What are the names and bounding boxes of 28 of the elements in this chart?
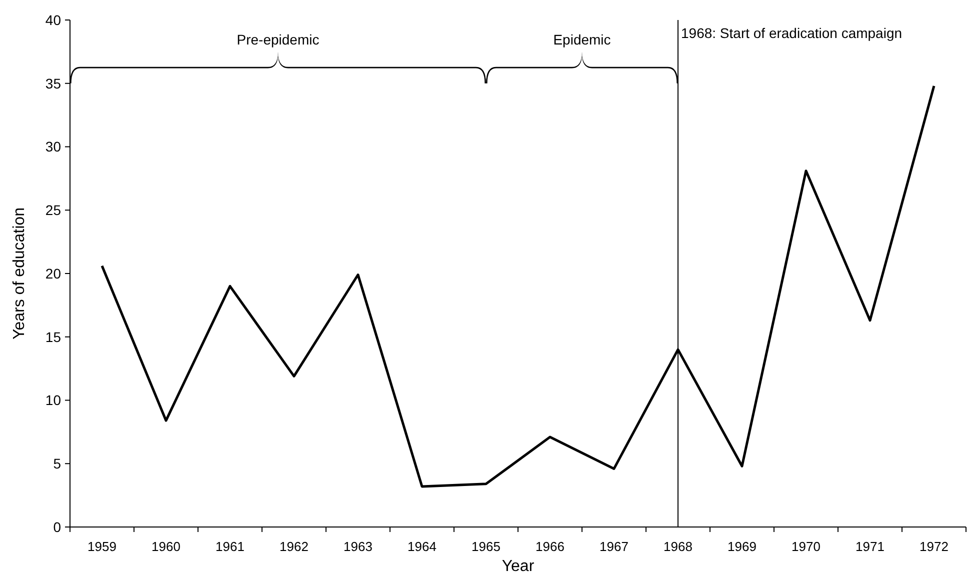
annotation: Pre-epidemic: [236, 32, 320, 48]
ref-line-label: 1968: Start of eradication campaign: [681, 25, 902, 41]
y-tick-label: 40: [45, 12, 62, 28]
y-tick-label: 10: [45, 392, 62, 408]
x-tick-label: 1965: [472, 539, 500, 554]
x-tick-label: 1961: [216, 539, 244, 554]
x-tick-label: 1964: [408, 539, 436, 554]
y-tick-label: 35: [45, 75, 62, 92]
y-tick-label: 5: [53, 456, 62, 472]
x-tick-label: 1968: [664, 539, 692, 554]
x-tick-label: 1960: [152, 539, 180, 554]
x-axis-title: Year: [502, 558, 535, 575]
x-tick-label: 1972: [920, 539, 948, 554]
y-tick-label: 25: [45, 202, 62, 218]
y-tick-label: 15: [45, 328, 62, 345]
x-tick-label: 1971: [856, 539, 884, 554]
x-tick-label: 1963: [344, 539, 372, 554]
x-tick-label: 1967: [600, 539, 628, 554]
x-tick-label: 1959: [88, 539, 116, 554]
y-tick-label: 0: [53, 518, 62, 535]
x-tick-label: 1962: [280, 539, 308, 554]
x-tick-label: 1969: [728, 539, 756, 554]
x-tick-label: 1970: [792, 539, 820, 554]
y-tick-label: 20: [45, 265, 62, 282]
annotation: Epidemic: [553, 32, 611, 48]
y-axis-title: Years of education: [11, 208, 28, 340]
y-tick-label: 30: [45, 138, 62, 155]
x-tick-label: 1966: [536, 539, 564, 554]
